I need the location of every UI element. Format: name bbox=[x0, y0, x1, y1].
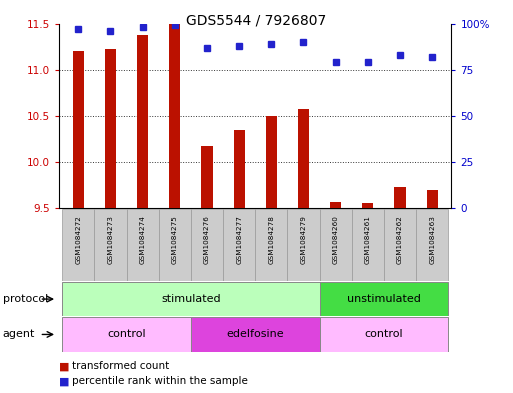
Bar bbox=[201, 147, 212, 208]
Bar bbox=[94, 209, 127, 281]
Text: GSM1084261: GSM1084261 bbox=[365, 215, 371, 264]
Text: GSM1084277: GSM1084277 bbox=[236, 215, 242, 264]
Text: GSM1084276: GSM1084276 bbox=[204, 215, 210, 264]
Text: GSM1084275: GSM1084275 bbox=[172, 215, 178, 264]
Text: percentile rank within the sample: percentile rank within the sample bbox=[72, 376, 248, 386]
Bar bbox=[137, 35, 148, 208]
Text: GSM1084260: GSM1084260 bbox=[332, 215, 339, 264]
Text: GSM1084273: GSM1084273 bbox=[107, 215, 113, 264]
Bar bbox=[223, 209, 255, 281]
Bar bbox=[330, 202, 341, 208]
Text: protocol: protocol bbox=[3, 294, 48, 304]
Bar bbox=[233, 130, 245, 208]
Bar bbox=[394, 187, 406, 208]
Bar bbox=[159, 209, 191, 281]
Text: GSM1084279: GSM1084279 bbox=[301, 215, 306, 264]
Bar bbox=[127, 209, 159, 281]
Text: GSM1084263: GSM1084263 bbox=[429, 215, 435, 264]
Bar bbox=[191, 209, 223, 281]
Bar bbox=[255, 209, 287, 281]
Text: GSM1084274: GSM1084274 bbox=[140, 215, 146, 264]
Bar bbox=[384, 209, 416, 281]
Bar bbox=[73, 51, 84, 208]
Text: ■: ■ bbox=[59, 361, 69, 371]
Bar bbox=[169, 24, 181, 208]
Text: GSM1084278: GSM1084278 bbox=[268, 215, 274, 264]
Text: control: control bbox=[107, 329, 146, 340]
Bar bbox=[287, 209, 320, 281]
Bar bbox=[352, 209, 384, 281]
Bar bbox=[105, 50, 116, 208]
Bar bbox=[62, 317, 191, 352]
Bar bbox=[416, 209, 448, 281]
Text: GSM1084262: GSM1084262 bbox=[397, 215, 403, 264]
Bar bbox=[62, 282, 320, 316]
Text: agent: agent bbox=[3, 329, 35, 340]
Bar bbox=[320, 317, 448, 352]
Text: control: control bbox=[365, 329, 403, 340]
Text: transformed count: transformed count bbox=[72, 361, 169, 371]
Bar bbox=[320, 209, 352, 281]
Bar bbox=[426, 190, 438, 208]
Text: edelfosine: edelfosine bbox=[226, 329, 284, 340]
Bar bbox=[266, 116, 277, 208]
Bar bbox=[298, 108, 309, 208]
Bar bbox=[362, 203, 373, 208]
Text: GSM1084272: GSM1084272 bbox=[75, 215, 81, 264]
Text: GDS5544 / 7926807: GDS5544 / 7926807 bbox=[186, 14, 327, 28]
Text: ■: ■ bbox=[59, 376, 69, 386]
Bar bbox=[320, 282, 448, 316]
Bar bbox=[62, 209, 94, 281]
Text: unstimulated: unstimulated bbox=[347, 294, 421, 304]
Bar bbox=[191, 317, 320, 352]
Text: stimulated: stimulated bbox=[161, 294, 221, 304]
